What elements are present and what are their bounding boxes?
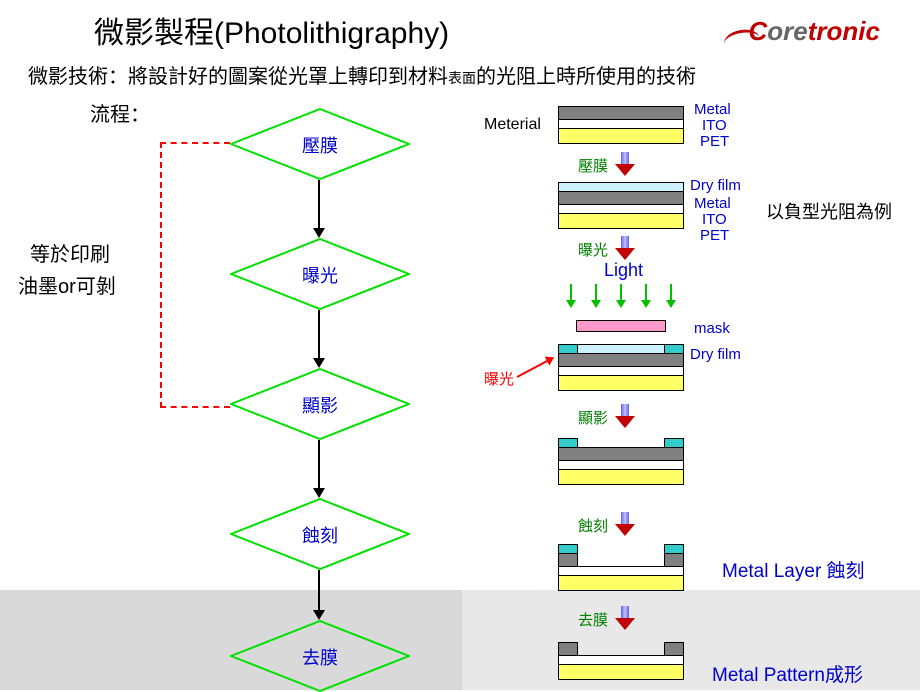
layer-metal <box>558 106 684 120</box>
layer-pet <box>558 664 684 680</box>
red-pointer-arrow <box>517 357 553 378</box>
label-metal-layer: Metal Layer 蝕刻 <box>722 556 865 583</box>
light-arrow-icon <box>620 284 622 306</box>
label-metal-pattern: Metal Pattern成形 <box>712 660 863 687</box>
proc-label-2a: 曝光 <box>578 239 608 260</box>
label-ito-2: ITO <box>702 211 727 228</box>
side-text-2: 油墨or可剝 <box>18 270 116 299</box>
light-arrow-icon <box>670 284 672 306</box>
layer-pet <box>558 575 684 591</box>
proc-label-3: 顯影 <box>578 407 608 428</box>
step-label-5: 去膜 <box>230 644 410 670</box>
proc-arrow-5 <box>618 606 632 630</box>
layer-pet <box>558 128 684 144</box>
material-label: Meterial <box>484 116 541 134</box>
proc-arrow-2a <box>618 236 632 260</box>
step-label-2: 曝光 <box>230 262 410 288</box>
stack-5 <box>558 544 684 592</box>
logo-tronic: tronic <box>808 16 880 46</box>
dashed-bracket <box>160 142 230 408</box>
layer-metal-r <box>664 553 684 567</box>
layer-metal-l <box>558 642 578 656</box>
subtitle-post: 的光阻上時所使用的技術 <box>476 66 696 88</box>
proc-arrow-1 <box>618 152 632 176</box>
layer-metal <box>558 447 684 461</box>
label-pet-1: PET <box>700 133 729 150</box>
stack-6 <box>558 642 684 682</box>
light-arrow-icon <box>595 284 597 306</box>
label-dryfilm-3: Dry film <box>690 346 741 363</box>
label-dryfilm-2: Dry film <box>690 177 741 194</box>
step-label-3: 顯影 <box>230 392 410 418</box>
flow-arrow-4 <box>318 570 320 618</box>
label-metal-2: Metal <box>694 195 731 212</box>
layer-metal-r <box>664 642 684 656</box>
negative-note: 以負型光阻為例 <box>766 198 892 224</box>
layer-pet <box>558 469 684 485</box>
stack-4 <box>558 438 684 486</box>
step-label-4: 蝕刻 <box>230 522 410 548</box>
label-pet-2: PET <box>700 227 729 244</box>
step-diamond-4: 蝕刻 <box>230 498 410 568</box>
mask-bar <box>576 320 666 332</box>
flow-label: 流程： <box>90 98 150 127</box>
layer-pet <box>558 213 684 229</box>
layer-metal <box>558 353 684 367</box>
subtitle-small: 表面 <box>448 70 476 86</box>
stack-3 <box>558 344 684 394</box>
logo: Coretronic <box>749 16 880 47</box>
light-arrow-icon <box>645 284 647 306</box>
step-diamond-5: 去膜 <box>230 620 410 690</box>
side-text-1: 等於印刷 <box>30 238 110 267</box>
step-diamond-1: 壓膜 <box>230 108 410 178</box>
layer-metal-l <box>558 553 578 567</box>
layer-pet <box>558 375 684 391</box>
label-metal-1: Metal <box>694 101 731 118</box>
flow-arrow-2 <box>318 310 320 366</box>
step-diamond-3: 顯影 <box>230 368 410 438</box>
label-ito-1: ITO <box>702 117 727 134</box>
proc-label-1: 壓膜 <box>578 155 608 176</box>
label-mask: mask <box>694 320 730 337</box>
flow-arrow-3 <box>318 440 320 496</box>
light-label: Light <box>604 260 643 281</box>
layer-metal <box>558 191 684 205</box>
proc-label-5: 去膜 <box>578 609 608 630</box>
subtitle-pre: 微影技術：將設計好的圖案從光罩上轉印到材料 <box>28 66 448 88</box>
stack-2 <box>558 182 684 232</box>
logo-ore: ore <box>767 16 807 46</box>
flow-arrow-1 <box>318 180 320 236</box>
light-arrow-icon <box>570 284 572 306</box>
step-diamond-2: 曝光 <box>230 238 410 308</box>
subtitle: 微影技術：將設計好的圖案從光罩上轉印到材料表面的光阻上時所使用的技術 <box>28 60 696 89</box>
proc-label-4: 蝕刻 <box>578 515 608 536</box>
stack-1 <box>558 106 684 146</box>
proc-label-2b: 曝光 <box>484 368 514 389</box>
step-label-1: 壓膜 <box>230 132 410 158</box>
page-title: 微影製程(Photolithigraphy) <box>94 8 449 52</box>
proc-arrow-3 <box>618 404 632 428</box>
proc-arrow-4 <box>618 512 632 536</box>
